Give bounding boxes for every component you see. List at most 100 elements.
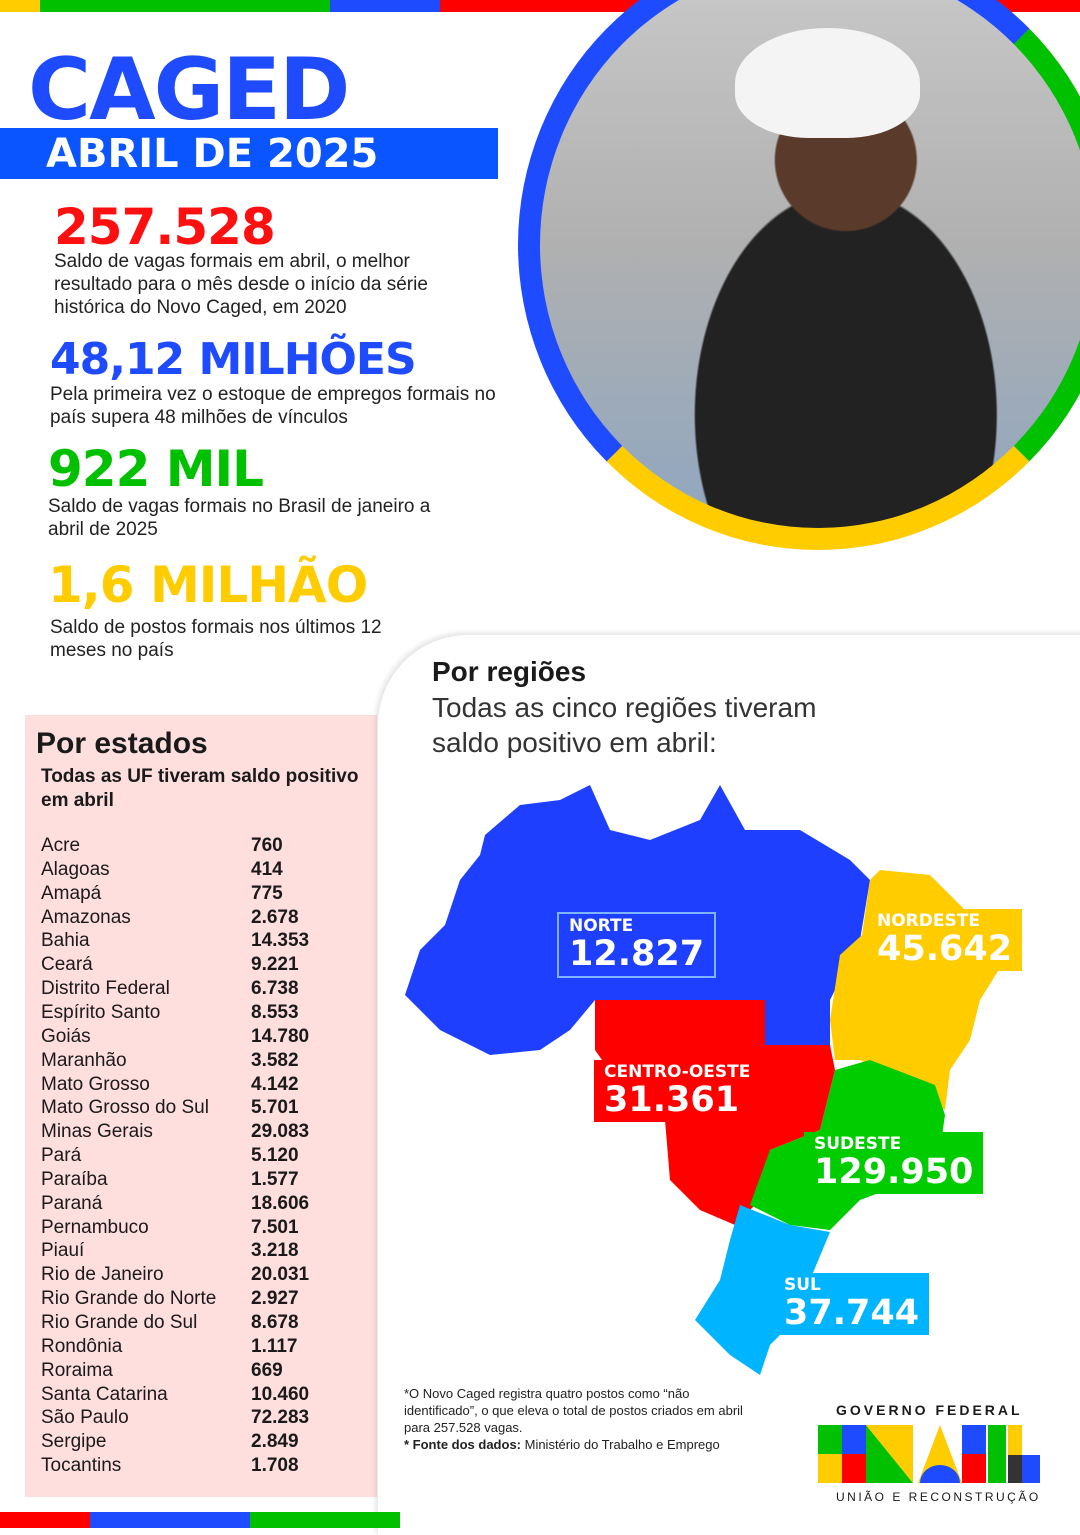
state-value: 14.353 [251, 930, 310, 952]
state-name: Bahia [41, 930, 90, 952]
state-name: Minas Gerais [41, 1121, 153, 1143]
state-value: 2.849 [251, 1431, 299, 1453]
state-row: Sergipe 2.849 [41, 1431, 361, 1453]
region-label-centro-oeste: CENTRO-OESTE 31.361 [594, 1060, 761, 1122]
highlight-text: Saldo de vagas formais no Brasil de jane… [48, 496, 431, 540]
region-sul-shape [695, 1205, 830, 1375]
highlight-value: 48,12 MILHÕES [50, 334, 417, 385]
subtitle-bar [0, 128, 498, 179]
state-name: Mato Grosso [41, 1073, 150, 1095]
state-value: 414 [251, 858, 283, 880]
state-name: Espírito Santo [41, 1001, 161, 1023]
state-name: Paraíba [41, 1168, 108, 1190]
state-name: Goiás [41, 1025, 91, 1047]
state-value: 29.083 [251, 1121, 310, 1143]
state-name: Piauí [41, 1240, 85, 1262]
state-value: 775 [251, 882, 283, 904]
state-row: São Paulo 72.283 [41, 1407, 361, 1429]
state-row: Santa Catarina 10.460 [41, 1384, 361, 1406]
state-value: 18.606 [251, 1192, 310, 1214]
state-row: Distrito Federal 6.738 [41, 978, 361, 1000]
state-row: Mato Grosso 4.142 [41, 1074, 361, 1096]
state-value: 14.780 [251, 1025, 310, 1047]
state-value: 5.701 [251, 1097, 299, 1119]
highlight-text: Saldo de postos formais nos últimos 12 m… [50, 617, 382, 661]
state-row: Maranhão 3.582 [41, 1050, 361, 1072]
state-name: São Paulo [41, 1407, 129, 1429]
state-row: Goiás 14.780 [41, 1026, 361, 1048]
state-value: 669 [251, 1359, 283, 1381]
state-row: Pernambuco 7.501 [41, 1217, 361, 1239]
states-panel [25, 715, 377, 1497]
states-subtitle: Todas as UF tiveram saldo positivo em ab… [41, 766, 359, 811]
state-value: 2.927 [251, 1288, 299, 1310]
state-row: Amapá 775 [41, 883, 361, 905]
state-value: 3.218 [251, 1240, 299, 1262]
region-label-sul: SUL 37.744 [774, 1273, 930, 1335]
regions-subtitle: Todas as cinco regiões tiveram saldo pos… [432, 692, 817, 758]
page-title: CAGED [28, 40, 350, 140]
state-row: Rio de Janeiro 20.031 [41, 1264, 361, 1286]
state-row: Ceará 9.221 [41, 954, 361, 976]
state-row: Mato Grosso do Sul 5.701 [41, 1097, 361, 1119]
state-value: 3.582 [251, 1049, 299, 1071]
state-name: Pernambuco [41, 1216, 149, 1238]
state-value: 72.283 [251, 1407, 310, 1429]
state-value: 10.460 [251, 1383, 310, 1405]
state-name: Pará [41, 1145, 82, 1167]
region-label-nordeste: NORDESTE 45.642 [867, 909, 1023, 971]
states-title: Por estados [36, 727, 208, 760]
state-row: Piauí 3.218 [41, 1240, 361, 1262]
state-name: Maranhão [41, 1049, 127, 1071]
highlight-text: Pela primeira vez o estoque de empregos … [50, 384, 496, 428]
state-name: Roraima [41, 1359, 113, 1381]
state-row: Espírito Santo 8.553 [41, 1002, 361, 1024]
state-value: 8.553 [251, 1001, 299, 1023]
state-name: Distrito Federal [41, 978, 170, 1000]
highlight-value: 257.528 [54, 198, 276, 256]
state-value: 4.142 [251, 1073, 299, 1095]
state-name: Rio Grande do Sul [41, 1312, 198, 1333]
state-name: Santa Catarina [41, 1383, 168, 1405]
state-value: 9.221 [251, 954, 299, 976]
region-label-norte: NORTE 12.827 [557, 912, 717, 978]
state-row: Roraima 669 [41, 1360, 361, 1382]
state-value: 7.501 [251, 1216, 299, 1238]
state-name: Alagoas [41, 858, 110, 880]
state-row: Acre 760 [41, 835, 361, 857]
state-row: Alagoas 414 [41, 859, 361, 881]
state-value: 1.117 [251, 1335, 298, 1357]
state-row: Rio Grande do Norte 2.927 [41, 1288, 361, 1310]
state-name: Amazonas [41, 906, 131, 928]
state-value: 6.738 [251, 978, 299, 1000]
state-row: Paraná 18.606 [41, 1193, 361, 1215]
footnote-source: * Fonte dos dados: Ministério do Trabalh… [404, 1437, 720, 1452]
state-value: 8.678 [251, 1312, 299, 1333]
highlight-text: Saldo de vagas formais em abril, o melho… [54, 251, 428, 318]
hairnet [735, 28, 920, 138]
page-subtitle: ABRIL DE 2025 [46, 131, 379, 177]
region-label-sudeste: SUDESTE 129.950 [804, 1132, 984, 1194]
footnote: *O Novo Caged registra quatro postos com… [404, 1385, 759, 1453]
state-value: 1.708 [251, 1455, 299, 1477]
state-value: 20.031 [251, 1264, 310, 1286]
state-row: Tocantins 1.708 [41, 1455, 361, 1477]
footnote-note: *O Novo Caged registra quatro postos com… [404, 1386, 743, 1435]
state-name: Rondônia [41, 1335, 123, 1357]
state-row: Pará 5.120 [41, 1145, 361, 1167]
state-value: 1.577 [251, 1168, 299, 1190]
bottom-color-bar [0, 1512, 400, 1528]
state-name: Rio de Janeiro [41, 1264, 164, 1286]
state-name: Amapá [41, 882, 102, 904]
state-value: 760 [251, 835, 283, 856]
state-name: Acre [41, 835, 81, 856]
logo-top: GOVERNO FEDERAL [836, 1402, 1023, 1418]
state-row: Paraíba 1.577 [41, 1169, 361, 1191]
state-row: Minas Gerais 29.083 [41, 1121, 361, 1143]
regions-title: Por regiões [432, 656, 587, 687]
state-row: Bahia 14.353 [41, 930, 361, 952]
state-row: Rio Grande do Sul 8.678 [41, 1312, 361, 1334]
highlight-value: 922 MIL [48, 440, 264, 498]
state-name: Mato Grosso do Sul [41, 1097, 209, 1119]
brasil-logo [818, 1425, 1040, 1483]
